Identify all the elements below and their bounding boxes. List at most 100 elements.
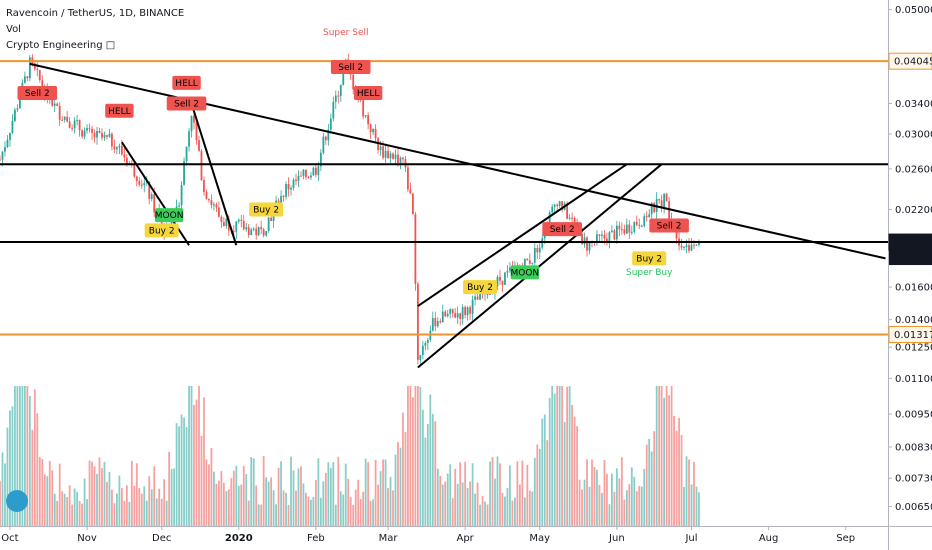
candle-body <box>83 130 86 137</box>
volume-bar <box>270 477 273 526</box>
candle-body <box>287 184 290 190</box>
candle-body <box>101 132 103 138</box>
volume-bar <box>108 471 111 526</box>
candle-body <box>103 135 106 138</box>
sell-signal-bg <box>649 218 689 233</box>
candle-body <box>237 219 240 222</box>
indicator-legend[interactable]: Crypto Engineering □ <box>6 40 116 51</box>
tradingview-logo[interactable] <box>6 490 28 512</box>
volume-bar <box>93 466 96 526</box>
volume-bar <box>436 468 439 526</box>
volume-bar <box>96 473 98 526</box>
candle-body <box>426 339 429 343</box>
volume-bar <box>683 487 685 526</box>
time-tick-label: Apr <box>456 533 474 544</box>
volume-bar <box>232 470 235 526</box>
volume-bar <box>257 504 260 526</box>
volume-bar <box>578 479 581 526</box>
volume-bar <box>528 490 531 526</box>
volume-bar <box>140 493 143 526</box>
volume-bar <box>213 471 215 526</box>
candle-body <box>160 217 163 229</box>
volume-bar <box>660 386 663 526</box>
candle-body <box>68 121 71 128</box>
volume-bar <box>203 397 205 526</box>
candle-body <box>479 291 481 300</box>
volume-bar <box>235 465 238 526</box>
volume-bar <box>267 481 270 526</box>
volume-bar <box>474 493 476 526</box>
volume-bar <box>486 504 489 526</box>
volume-bar <box>606 473 608 526</box>
candle-body <box>650 203 653 215</box>
candle-body <box>28 57 31 79</box>
volume-bar <box>409 386 412 526</box>
volume-bar <box>461 482 464 526</box>
candle-body <box>4 147 6 152</box>
volume-bar <box>673 415 675 526</box>
volume-bar <box>444 481 447 526</box>
candle-body <box>1 151 4 160</box>
candle-body <box>464 307 467 316</box>
candle-body <box>217 207 220 217</box>
time-tick-label: Feb <box>307 533 325 544</box>
volume-bar <box>414 386 417 526</box>
countdown-bg <box>889 249 932 266</box>
candle-body <box>461 307 464 319</box>
sell-signal-bg <box>330 59 371 74</box>
volume-bar <box>526 464 529 526</box>
volume-legend[interactable]: Vol <box>6 24 21 35</box>
volume-bar <box>571 405 574 526</box>
candle-body <box>250 229 253 236</box>
volume-bar <box>576 426 578 526</box>
candle-body <box>86 128 88 131</box>
volume-bar <box>63 493 66 526</box>
candle-body <box>630 231 633 233</box>
candle-body <box>566 203 569 219</box>
symbol-title[interactable]: Ravencoin / TetherUS, 1D, BINANCE <box>6 8 185 19</box>
candle-body <box>469 307 472 314</box>
candle-body <box>633 222 636 232</box>
candle-body <box>242 220 245 230</box>
sell-signal-bg <box>542 222 582 237</box>
volume-bar <box>496 456 499 526</box>
candle-body <box>58 105 61 120</box>
volume-bar <box>449 464 452 526</box>
candle-body <box>615 225 618 240</box>
volume-bar <box>349 497 352 526</box>
time-tick-label: Mar <box>379 533 399 544</box>
volume-bar <box>648 438 651 526</box>
trend-line <box>417 163 663 369</box>
candle-body <box>663 193 666 208</box>
volume-bar <box>322 481 325 526</box>
candle-body <box>18 98 21 109</box>
volume-bar <box>342 494 345 526</box>
volume-bar <box>653 431 656 526</box>
candle-body <box>150 194 153 199</box>
volume-bar <box>459 462 462 526</box>
volume-bar <box>680 435 683 526</box>
volume-bar <box>601 492 603 526</box>
volume-bar <box>185 426 188 526</box>
volume-bar <box>138 488 141 526</box>
candle-body <box>118 145 121 148</box>
candle-body <box>292 179 295 188</box>
candle-body <box>188 131 190 147</box>
sell-signal: HELL <box>175 79 197 89</box>
plot-area <box>0 0 888 526</box>
volume-bar <box>250 457 253 526</box>
buy-signal-bg <box>463 280 498 295</box>
trend-line <box>190 103 238 246</box>
candle-body <box>190 115 193 132</box>
volume-bar <box>312 497 315 526</box>
volume-bar <box>501 492 504 526</box>
candle-body <box>409 189 412 194</box>
time-tick-label: Aug <box>759 533 779 544</box>
volume-bar <box>685 456 688 526</box>
volume-bar <box>407 386 409 526</box>
volume-bar <box>379 471 382 526</box>
volume-bar <box>446 473 449 526</box>
